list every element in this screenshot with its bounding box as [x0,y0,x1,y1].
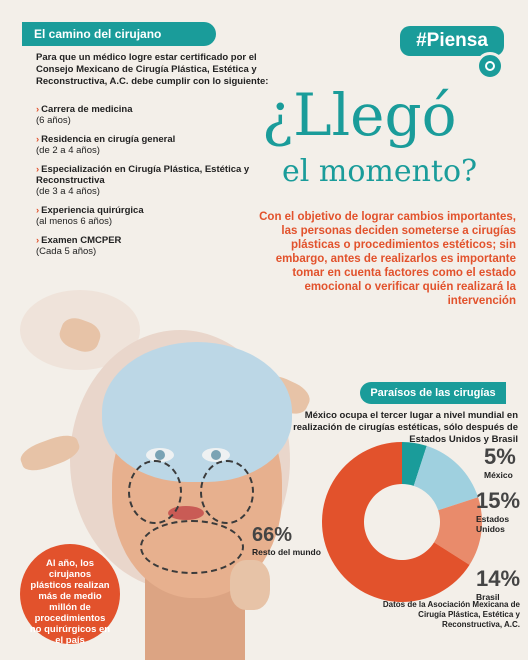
list-item: Residencia en cirugía general(de 2 a 4 a… [36,134,266,156]
list-item: Carrera de medicina(6 años) [36,104,266,126]
pie-slice-brasil [434,497,482,565]
eye-illustration [202,448,230,462]
slice-value: 5% [484,444,516,469]
item-title: Residencia en cirugía general [36,134,266,145]
surgery-share-chart [322,442,482,602]
slice-value: 14% [476,566,521,591]
headline-subtitle: el momento? [282,154,478,189]
item-detail: (al menos 6 años) [36,216,113,227]
source-note: Datos de la Asociación Mexicana de Cirug… [382,600,520,629]
headline: ¿Llegó [262,81,457,149]
section-title: Paraísos de las cirugías [360,382,506,404]
sidebar-title: El camino del cirujano [22,22,216,46]
pie-slice-estados-unidos [413,445,479,511]
lead-paragraph: Con el objetivo de lograr cambios import… [259,211,516,307]
item-title: Especialización en Cirugía Plástica, Est… [36,164,266,186]
item-detail: (Cada 5 años) [36,246,97,257]
list-item: Experiencia quirúrgica(al menos 6 años) [36,205,266,227]
surgical-marking [140,520,244,574]
surgical-cap-illustration [102,342,292,482]
sidebar-intro: Para que un médico logre estar certifica… [36,52,269,87]
slice-label-rest: 66% Resto del mundo [252,524,321,557]
eye-illustration [146,448,174,462]
callout-text: Al año, los cirujanos plásticos realizan… [29,558,111,646]
item-title: Experiencia quirúrgica [36,205,266,216]
item-title: Examen CMCPER [36,235,266,246]
slice-name: Brasil [476,592,500,602]
target-icon [476,52,504,80]
stat-callout: Al año, los cirujanos plásticos realizan… [20,544,120,646]
slice-label-brazil: 14% Brasil [476,566,520,602]
pie-slice-mexico [402,442,427,486]
item-title: Carrera de medicina [36,104,266,115]
pie-slice-resto-del-mundo [322,442,470,602]
section-description: México ocupa el tercer lugar a nivel mun… [293,410,518,445]
slice-label-mexico: 5% México [484,444,516,480]
slice-label-usa: 15% Estados Unidos [476,488,520,534]
surgical-marking [200,460,254,524]
list-item: Especialización en Cirugía Plástica, Est… [36,164,266,197]
item-detail: (de 2 a 4 años) [36,145,100,156]
slice-name: Resto del mundo [252,547,321,557]
item-detail: (de 3 a 4 años) [36,186,100,197]
slice-name: México [484,470,513,480]
slice-value: 15% [476,488,521,513]
slice-name: Estados Unidos [476,514,510,534]
surgical-marking [128,460,182,524]
item-detail: (6 años) [36,115,71,126]
requirements-list: Carrera de medicina(6 años) Residencia e… [36,104,266,265]
list-item: Examen CMCPER(Cada 5 años) [36,235,266,257]
piensa-badge: #Piensa [400,26,504,56]
hand-illustration [230,560,270,610]
slice-value: 66% [252,524,293,546]
